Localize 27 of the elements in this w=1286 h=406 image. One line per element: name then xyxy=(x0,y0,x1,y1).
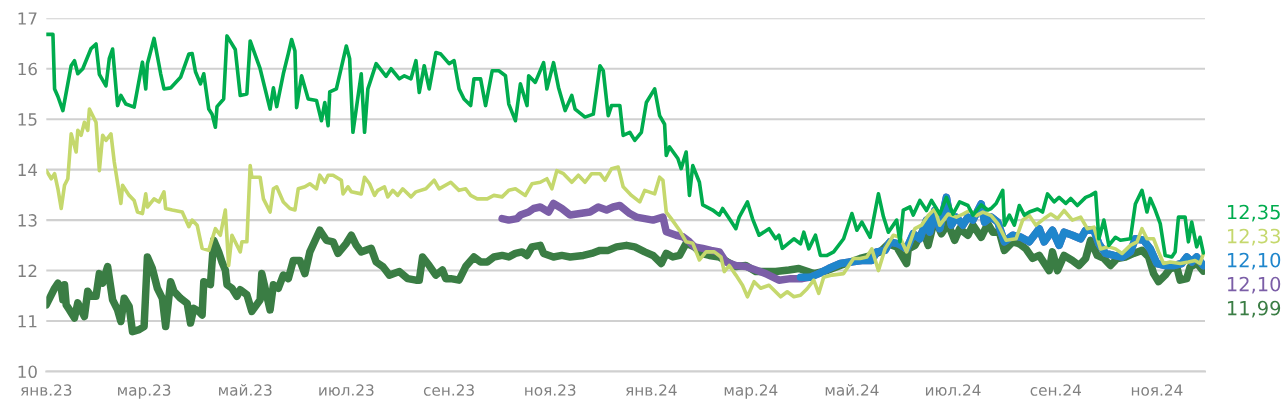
y-tick-label: 14 xyxy=(18,163,38,176)
x-tick-label: ноя.24 xyxy=(1131,384,1183,396)
annotation: 12,33 xyxy=(1227,228,1280,246)
annotation: 12,10 xyxy=(1227,252,1281,270)
x-tick-label: май.24 xyxy=(825,384,879,396)
x-tick-label: янв.24 xyxy=(625,384,677,396)
x-tick-label: янв.23 xyxy=(20,384,72,396)
line-series xyxy=(46,107,1205,299)
x-tick-label: сен.23 xyxy=(423,384,474,396)
x-tick-label: мар.23 xyxy=(118,384,171,399)
y-tick-label: 16 xyxy=(18,62,37,76)
y-tick-label: 15 xyxy=(18,113,37,126)
line-series xyxy=(46,32,1205,259)
x-tick-label: май.23 xyxy=(219,384,272,396)
annotation: 12,10 xyxy=(1227,276,1281,294)
y-tick-label: 11 xyxy=(18,315,37,328)
x-tick-label: июл.24 xyxy=(925,384,981,396)
annotation: 12,35 xyxy=(1227,204,1280,222)
annotation: 11,99 xyxy=(1227,300,1281,318)
y-tick-label: 13 xyxy=(18,214,37,227)
y-tick-label: 12 xyxy=(18,264,37,277)
x-tick-label: сен.24 xyxy=(1030,384,1081,396)
x-tick-label: ноя.23 xyxy=(525,384,576,396)
x-tick-label: июл.23 xyxy=(319,384,374,396)
x-tick-label: мар.24 xyxy=(724,384,778,399)
y-tick-label: 10 xyxy=(18,365,37,379)
y-tick-label: 17 xyxy=(18,12,37,25)
